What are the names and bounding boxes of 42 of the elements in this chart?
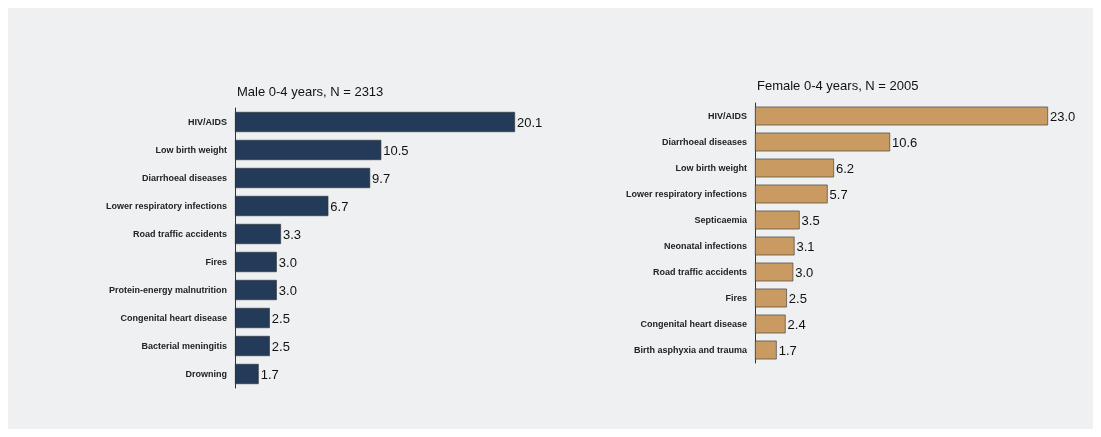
y-tick-label: Fires [725,293,747,303]
data-label: 3.3 [282,226,302,242]
chart-title: Male 0-4 years, N = 2313 [237,84,384,99]
data-label: 3.5 [801,212,820,228]
data-label: 9.7 [372,170,391,186]
y-tick-label: Septicaemia [694,215,748,225]
data-label: 2.5 [788,290,807,306]
y-tick-label: Low birth weight [675,163,747,173]
y-tick-label: Protein-energy malnutrition [108,285,227,295]
data-label: 3.1 [796,238,815,254]
y-tick-label: Diarrhoeal diseases [141,173,227,183]
data-label: 3.0 [278,282,297,298]
data-label: 3.0 [278,254,297,270]
y-tick-label: Drowning [185,369,227,379]
y-tick-label: Road traffic accidents [132,229,227,239]
data-label: 10.6 [892,134,918,150]
y-tick-label: Neonatal infections [663,241,747,251]
data-label: 6.2 [835,160,855,176]
data-label: 5.7 [829,186,848,202]
data-label: 2.5 [271,338,290,354]
y-tick-label: HIV/AIDS [187,117,227,127]
data-label: 1.7 [260,366,279,382]
y-tick-label: Lower respiratory infections [105,201,227,211]
y-tick-label: Congenital heart disease [640,319,747,329]
data-label: 3.0 [795,264,814,280]
y-tick-label: HIV/AIDS [707,111,747,121]
data-label: 20.1 [517,114,543,130]
y-tick-label: Low birth weight [155,145,227,155]
y-tick-label: Bacterial meningitis [141,341,227,351]
y-tick-label: Congenital heart disease [120,313,227,323]
data-label: 2.5 [271,310,290,326]
y-tick-label: Fires [205,257,227,267]
y-tick-label: Diarrhoeal diseases [661,137,747,147]
data-label: 6.7 [330,198,349,214]
y-tick-label: Road traffic accidents [652,267,747,277]
y-tick-label: Birth asphyxia and trauma [633,345,748,355]
y-tick-label: Lower respiratory infections [625,189,747,199]
data-label: 1.7 [778,342,797,358]
data-label: 2.4 [787,316,806,332]
data-label: 23.0 [1050,108,1076,124]
data-label: 10.5 [383,142,409,158]
chart-title: Female 0-4 years, N = 2005 [757,78,919,93]
